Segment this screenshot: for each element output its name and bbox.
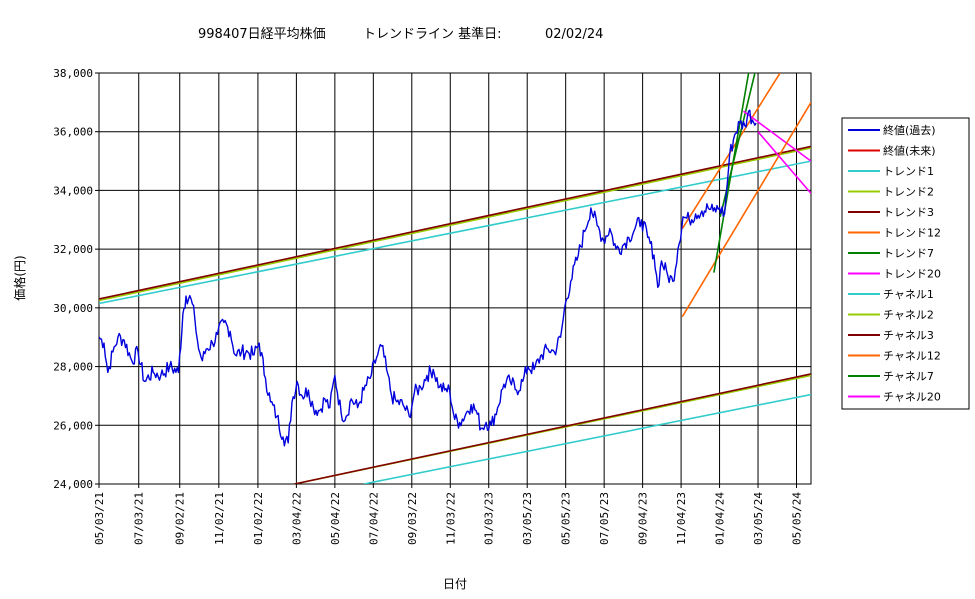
legend-entry: トレンド1 xyxy=(883,165,934,178)
series-line xyxy=(99,109,757,447)
x-tick-label: 09/04/23 xyxy=(637,492,650,545)
y-tick-label: 24,000 xyxy=(53,478,93,491)
legend-box xyxy=(841,117,970,410)
x-tick-label: 09/02/21 xyxy=(174,492,187,545)
x-tick-label: 01/03/23 xyxy=(483,492,496,545)
grid xyxy=(98,72,811,485)
x-tick-label: 03/05/23 xyxy=(521,492,534,545)
legend-entry: 終値(過去) xyxy=(883,123,936,137)
series-line xyxy=(743,110,811,162)
legend-entry: トレンド12 xyxy=(883,227,941,240)
x-tick-label: 05/05/23 xyxy=(560,492,573,545)
y-tick-label: 26,000 xyxy=(53,419,93,432)
series-line xyxy=(99,160,811,305)
chart-title-date: 02/02/24 xyxy=(545,27,603,42)
x-tick-label: 11/03/22 xyxy=(444,492,457,545)
legend-entry: トレンド20 xyxy=(883,268,941,281)
legend-entry: チャネル12 xyxy=(883,350,941,363)
x-axis-ticks: 05/03/21 07/03/21 09/02/21 11/02/21 01/02/22… xyxy=(93,484,803,545)
x-tick-label: 03/04/22 xyxy=(290,492,303,545)
x-tick-label: 01/04/24 xyxy=(714,492,727,545)
series-line xyxy=(681,73,781,230)
series-line xyxy=(757,131,811,194)
x-tick-label: 07/04/22 xyxy=(367,492,380,545)
legend-entry: トレンド7 xyxy=(883,247,934,260)
legend-entry: 終値(未来) xyxy=(883,144,936,158)
x-tick-label: 09/03/22 xyxy=(406,492,419,545)
y-tick-label: 34,000 xyxy=(53,184,93,197)
x-axis-label: 日付 xyxy=(443,577,467,591)
x-tick-label: 05/05/24 xyxy=(790,492,803,545)
y-tick-label: 38,000 xyxy=(53,67,93,80)
x-tick-label: 01/02/22 xyxy=(252,492,265,545)
y-tick-label: 30,000 xyxy=(53,302,93,315)
x-tick-label: 07/05/23 xyxy=(598,492,611,545)
y-tick-label: 32,000 xyxy=(53,243,93,256)
x-tick-label: 05/04/22 xyxy=(329,492,342,545)
series-line xyxy=(681,101,811,318)
x-tick-label: 03/05/24 xyxy=(752,492,765,545)
x-tick-label: 05/03/21 xyxy=(93,492,106,545)
series-line xyxy=(713,73,750,273)
x-tick-label: 07/03/21 xyxy=(133,492,146,545)
legend: 終値(過去) 終値(未来) トレンド1 トレンド2 トレンド3 トレンド12 トレンド7 トレ… xyxy=(841,117,970,410)
legend-entry: チャネル7 xyxy=(883,370,934,383)
chart-title-sub: トレンドライン 基準日: xyxy=(363,26,502,42)
y-tick-label: 28,000 xyxy=(53,361,93,374)
x-tick-label: 11/02/21 xyxy=(213,492,226,545)
series-line xyxy=(294,373,811,484)
legend-entry: チャネル1 xyxy=(883,288,934,301)
series-line xyxy=(99,145,811,300)
y-axis-ticks: 24,000 26,000 28,000 30,000 32,000 34,000 36,0… xyxy=(53,67,99,491)
legend-entry: チャネル3 xyxy=(883,329,934,342)
legend-entry: チャネル2 xyxy=(883,309,934,322)
x-tick-label: 11/04/23 xyxy=(675,492,688,545)
y-tick-label: 36,000 xyxy=(53,126,93,139)
series-line xyxy=(99,147,811,302)
chart-title-main: 998407日経平均株価 xyxy=(198,27,326,42)
legend-entry: チャネル20 xyxy=(883,391,941,404)
y-axis-label: 価格(円) xyxy=(12,255,27,300)
plot-lines xyxy=(99,73,811,484)
plot-area xyxy=(98,72,812,485)
legend-entry: トレンド2 xyxy=(883,186,934,199)
series-line xyxy=(363,393,811,484)
legend-entry: トレンド3 xyxy=(883,206,934,219)
